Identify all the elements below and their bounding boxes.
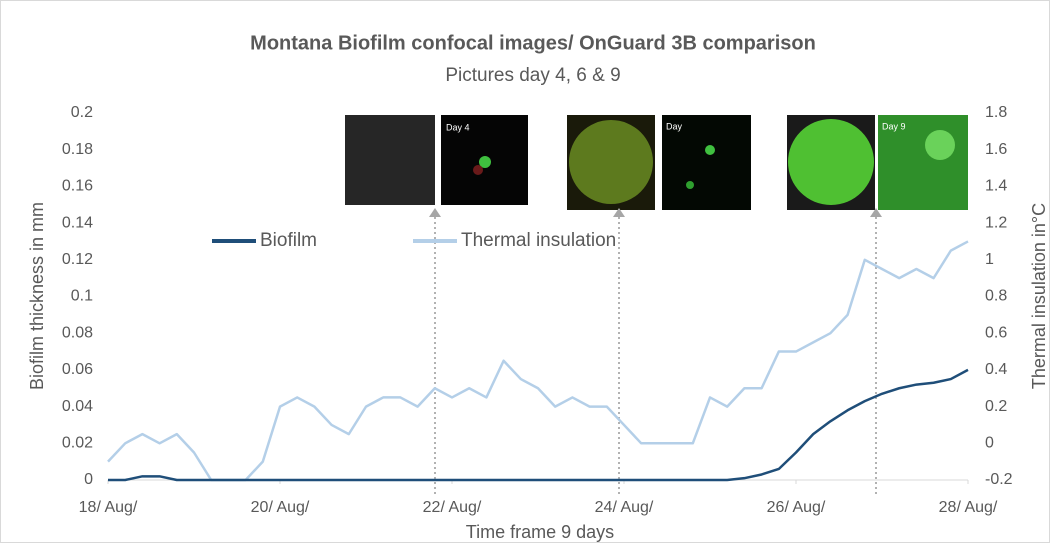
x-axis-title: Time frame 9 days (466, 522, 614, 542)
image-label: Day 4 (446, 122, 470, 132)
y2-tick-label: 1.2 (985, 214, 1007, 231)
y-tick-label: 0.16 (62, 178, 93, 195)
x-tick-label: 28/ Aug/ (939, 499, 998, 516)
y-tick-label: 0.2 (71, 104, 93, 121)
chart-title: Montana Biofilm confocal images/ OnGuard… (250, 32, 816, 54)
x-tick-label: 24/ Aug/ (595, 499, 654, 516)
image-detail (788, 119, 874, 205)
y-tick-label: 0.14 (62, 214, 93, 231)
image (345, 115, 435, 205)
image-detail (569, 120, 653, 204)
y-tick-label: 0.02 (62, 435, 93, 452)
y2-tick-label: 1.6 (985, 141, 1007, 158)
y2-tick-label: 0 (985, 435, 994, 452)
image-detail (686, 181, 694, 189)
chart-subtitle: Pictures day 4, 6 & 9 (445, 65, 620, 86)
y-tick-label: 0 (84, 471, 93, 488)
y2-tick-label: 0.8 (985, 288, 1007, 305)
y-tick-label: 0.1 (71, 288, 93, 305)
legend-label: Thermal insulation (461, 230, 616, 251)
image-label: Day 9 (882, 121, 906, 131)
y2-tick-label: 0.6 (985, 324, 1007, 341)
y2-tick-label: 1.4 (985, 178, 1007, 195)
y-tick-label: 0.04 (62, 398, 93, 415)
x-tick-label: 18/ Aug/ (79, 499, 138, 516)
x-tick-label: 20/ Aug/ (251, 499, 310, 516)
y2-axis-title: Thermal insulation in°C (1029, 203, 1049, 389)
y-tick-label: 0.18 (62, 141, 93, 158)
x-tick-label: 26/ Aug/ (767, 499, 826, 516)
y2-tick-label: -0.2 (985, 471, 1013, 488)
x-tick-label: 22/ Aug/ (423, 499, 482, 516)
y-tick-label: 0.08 (62, 324, 93, 341)
image-detail (473, 165, 483, 175)
y-tick-label: 0.06 (62, 361, 93, 378)
y-tick-label: 0.12 (62, 251, 93, 268)
chart: Montana Biofilm confocal images/ OnGuard… (0, 0, 1051, 544)
y2-tick-label: 1.8 (985, 104, 1007, 121)
y-axis-title: Biofilm thickness in mm (27, 202, 47, 390)
image-label: Day (666, 121, 683, 131)
y2-tick-label: 1 (985, 251, 994, 268)
legend-label: Biofilm (260, 230, 317, 251)
image-detail (705, 145, 715, 155)
y2-tick-label: 0.2 (985, 398, 1007, 415)
image-detail (925, 130, 955, 160)
y2-tick-label: 0.4 (985, 361, 1007, 378)
